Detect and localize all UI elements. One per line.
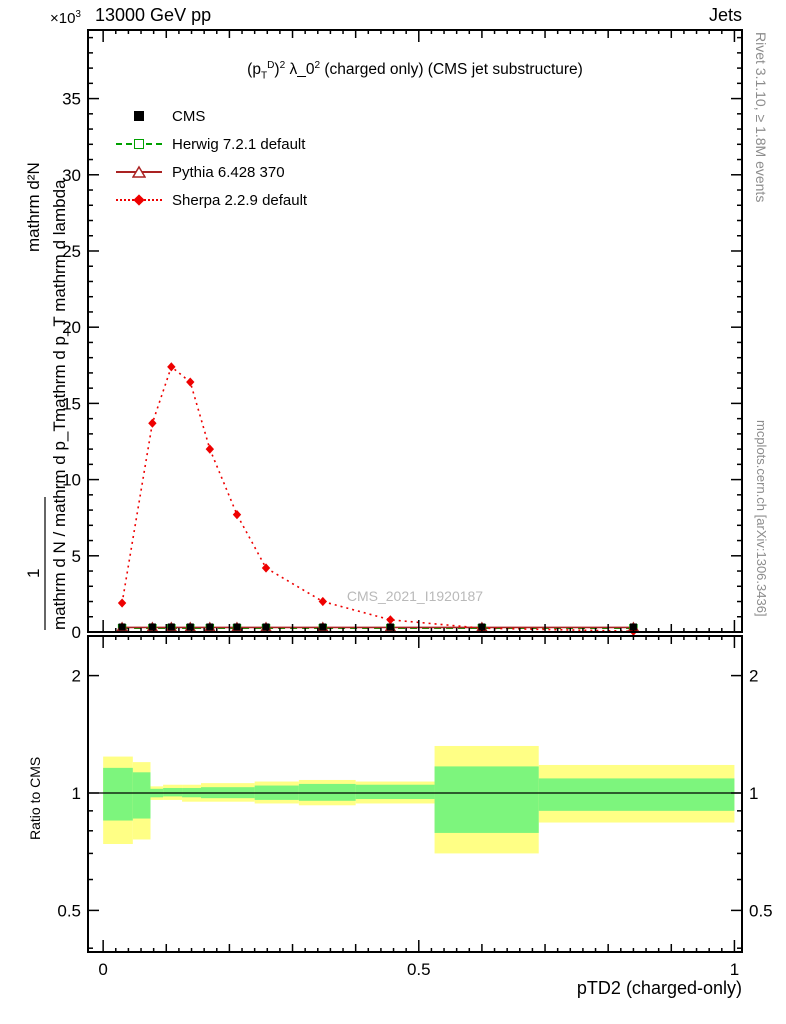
sherpa-filled-diamond-icon (116, 193, 162, 207)
header-observable-group: Jets (708, 5, 742, 25)
analysis-id-watermark: CMS_2021_I1920187 (346, 588, 484, 604)
rivet-version-note: Rivet 3.1.10, ≥ 1.8M events (753, 32, 769, 203)
title-sup-d: D (267, 60, 275, 71)
open-square-shape (134, 139, 144, 149)
filled-square-shape (134, 111, 144, 121)
title-close: ) (274, 61, 280, 79)
svg-text:2: 2 (749, 667, 758, 686)
title-sup-2b: 2 (314, 60, 321, 71)
svg-text:35: 35 (62, 90, 81, 109)
scale-base: ×10 (50, 10, 76, 27)
open-triangle-shape (132, 165, 146, 178)
legend-label-pythia: Pythia 6.428 370 (172, 163, 285, 181)
pythia-open-triangle-icon (116, 165, 162, 179)
plot-title: (pTD)2 λ_02 (charged only) (CMS jet subs… (88, 60, 742, 81)
legend-item-pythia: Pythia 6.428 370 (116, 158, 307, 186)
herwig-open-square-icon (116, 137, 162, 151)
svg-text:0: 0 (98, 960, 107, 979)
legend-item-sherpa: Sherpa 2.2.9 default (116, 186, 307, 214)
legend: CMS Herwig 7.2.1 default Pythia 6.428 37… (116, 102, 307, 214)
legend-label-herwig: Herwig 7.2.1 default (172, 135, 306, 153)
y-axis-label-numerator: mathrm d²N (24, 162, 43, 252)
scale-exp: 3 (75, 9, 81, 20)
svg-text:0: 0 (72, 623, 81, 642)
svg-text:1: 1 (72, 784, 81, 803)
svg-text:0.5: 0.5 (749, 901, 773, 920)
title-sub-t: T (260, 70, 268, 82)
svg-text:0.5: 0.5 (57, 901, 81, 920)
cms-filled-square-icon (116, 109, 162, 123)
mcplots-reference-note: mcplots.cern.ch [arXiv:1306.3436] (754, 420, 769, 617)
svg-text:2: 2 (72, 667, 81, 686)
title-open: (p (247, 61, 261, 79)
ratio-axis-label: Ratio to CMS (27, 756, 43, 840)
legend-label-sherpa: Sherpa 2.2.9 default (172, 191, 308, 209)
y-axis-label-denominator-1: mathrm d N / mathrm d p_T (50, 421, 69, 630)
y-axis-label-one: 1 (24, 568, 43, 578)
svg-text:0.5: 0.5 (407, 960, 431, 979)
title-sup-2a: 2 (279, 60, 286, 71)
svg-text:25: 25 (62, 242, 81, 261)
title-lambda: λ_0 (285, 61, 315, 79)
y-axis-scale-exponent: ×103 (50, 9, 81, 27)
svg-text:15: 15 (62, 394, 81, 413)
svg-text:20: 20 (62, 318, 81, 337)
svg-text:1: 1 (749, 784, 758, 803)
svg-text:30: 30 (62, 166, 81, 185)
title-rest: (charged only) (CMS jet substructure) (320, 61, 583, 79)
svg-text:10: 10 (62, 471, 81, 490)
legend-item-cms: CMS (116, 102, 307, 130)
x-axis-label: pTD2 (charged-only) (576, 978, 742, 998)
header-beam-energy: 13000 GeV pp (95, 5, 212, 25)
filled-diamond-shape (133, 194, 145, 206)
svg-text:5: 5 (72, 547, 81, 566)
svg-text:1: 1 (730, 960, 739, 979)
legend-label-cms: CMS (172, 107, 206, 125)
y-axis-label-denominator-2: mathrm d p_T mathrm d lambda (50, 179, 69, 423)
legend-item-herwig: Herwig 7.2.1 default (116, 130, 307, 158)
